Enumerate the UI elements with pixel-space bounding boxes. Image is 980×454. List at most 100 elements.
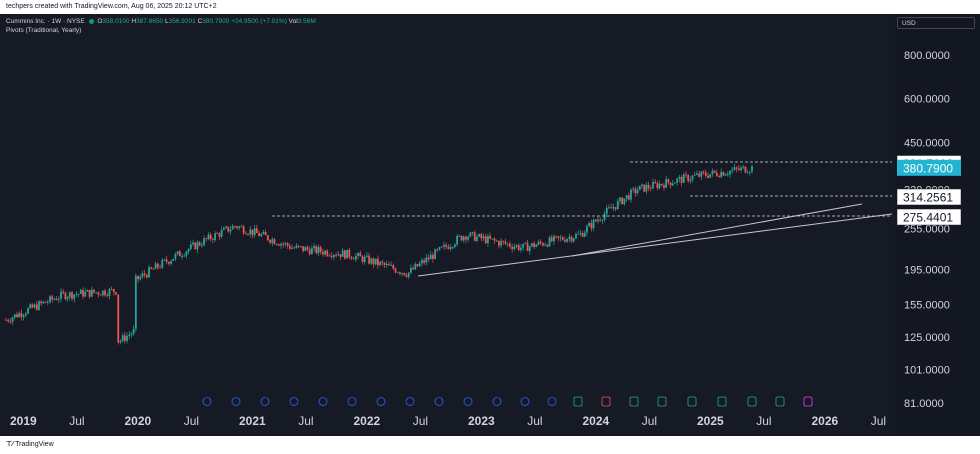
candle-body [410,267,412,273]
candle-body [73,294,76,299]
candle-body [649,188,652,190]
time-tick-label: Jul [298,414,313,428]
candle-body [535,244,538,247]
candle-body [315,246,318,254]
earnings-icon [573,396,583,407]
candle-body [247,234,249,235]
candle-body [240,226,243,228]
candle-body [9,321,12,322]
candle-body [95,292,98,294]
candle-body [383,263,386,266]
candle-body [38,301,40,310]
time-tick-label: Jul [642,414,657,428]
time-tick-label: 2020 [125,414,152,428]
price-tick-label: 600.0000 [904,94,950,106]
time-tick-label: 2022 [354,414,381,428]
candle-body [553,236,555,242]
candle-body [537,241,540,245]
candle-body [421,260,423,264]
candle-body [557,236,560,238]
candle-body [324,250,326,255]
candle-body [101,290,104,296]
candle-body [443,244,445,247]
candle-body [478,234,481,237]
candle-body [742,166,745,168]
candle-body [489,235,492,239]
candle-body [660,183,663,186]
candle-body [504,241,507,244]
candle-body [546,244,549,247]
candle-body [460,235,463,241]
candle-body [647,184,650,189]
candle-body [220,229,223,237]
dividend-icon [260,397,270,406]
time-tick-label: 2025 [697,414,724,428]
candle-body [608,207,610,209]
candle-body [5,319,7,321]
candle-body [273,239,276,245]
candle-body [29,304,32,309]
candle-body [359,253,362,257]
candle-body [297,245,300,247]
candle-body [88,289,91,297]
candle-body [682,174,685,183]
candle-body [394,268,397,273]
legend-open-label: O [97,18,103,25]
candle-body [671,183,674,186]
candle-body [104,290,106,296]
candle-body [401,272,404,274]
candle-body [337,254,340,256]
legend-indicator[interactable]: Pivots (Traditional, Yearly) [6,27,82,34]
candle-body [161,260,164,268]
currency-selector[interactable]: USD [897,17,975,29]
chart-pane[interactable] [0,14,895,434]
dividend-icon [347,397,357,406]
legend-vol-label: Vol [288,18,298,25]
candle-body [275,244,278,245]
candle-body [49,296,51,303]
candle-body [751,166,753,172]
candle-body [520,247,522,250]
candle-body [517,245,520,250]
candle-body [57,298,60,301]
candle-body [737,168,740,170]
candle-body [348,249,351,258]
candle-body [399,272,401,274]
candle-body [236,226,238,229]
candle-body [130,333,133,335]
trendline-lower [417,213,893,277]
candle-body [469,232,472,237]
candle-body [500,240,503,246]
candle-body [156,263,159,268]
candle-body [372,258,375,265]
price-ticks-group: 800.0000600.0000450.0000330.0000255.0000… [904,50,950,410]
candle-body [476,236,478,241]
candle-body [145,274,148,278]
candle-body [207,234,210,240]
candle-body [16,314,18,318]
candle-body [308,249,311,255]
candle-body [678,176,681,179]
candle-body [167,261,170,264]
candle-body [473,232,476,241]
candle-body [27,308,29,314]
candle-body [458,235,461,237]
candle-body [641,184,643,186]
footer-logo-text: TradingView [15,441,54,448]
candle-body [42,301,45,304]
candle-body [405,275,408,277]
candle-body [634,188,637,194]
candle-body [515,245,518,247]
candle-body [487,235,489,244]
candle-body [176,251,179,254]
candle-body [280,243,282,246]
candle-body [244,233,247,235]
attribution-text: techpers created with TradingView.com, A… [6,3,217,10]
candle-body [192,242,194,245]
dividend-icon [434,397,444,406]
candle-body [310,248,313,255]
candle-body [295,245,298,248]
pivot-price-label: 275.4401 [903,211,953,225]
candle-body [579,233,582,234]
